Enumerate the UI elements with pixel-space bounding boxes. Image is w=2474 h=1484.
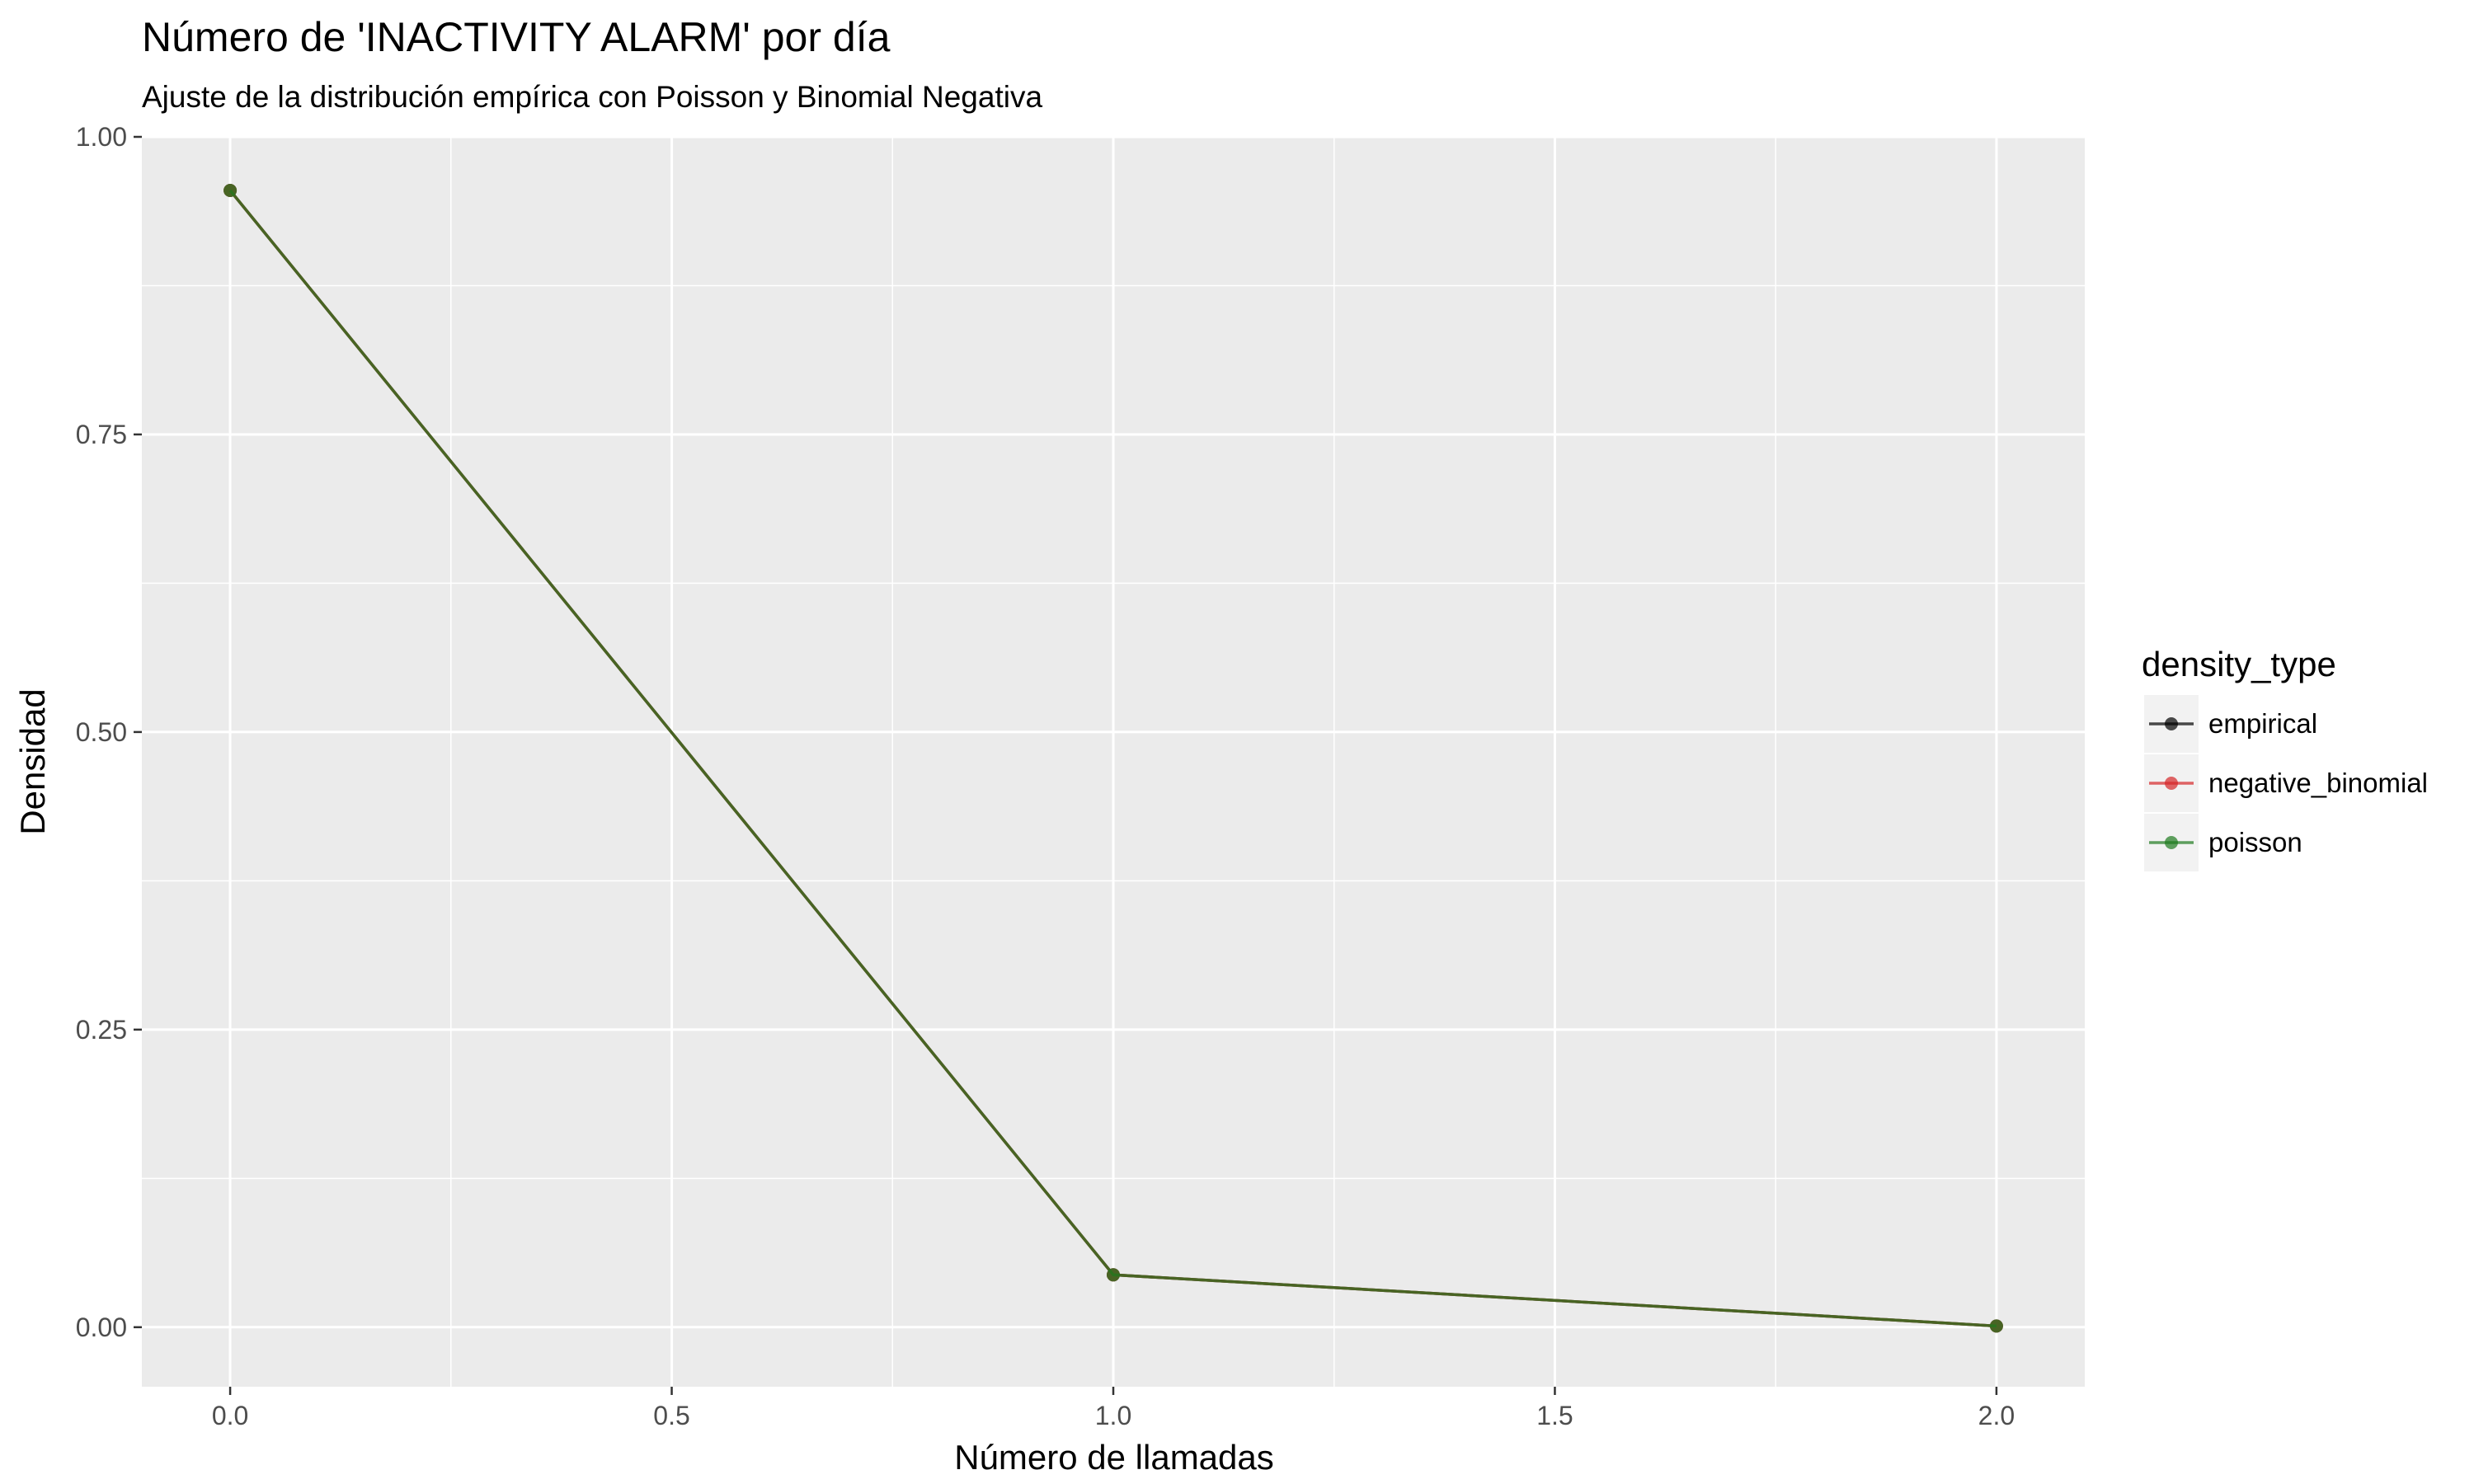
legend-key-point (2165, 717, 2178, 730)
legend-item-empirical: empirical (2144, 695, 2317, 753)
data-point (1107, 1268, 1120, 1282)
y-tick-label: 0.00 (76, 1313, 127, 1342)
chart-subtitle: Ajuste de la distribución empírica con P… (142, 80, 1042, 114)
legend-item-negative-binomial: negative_binomial (2144, 754, 2428, 812)
major-gridlines (142, 135, 2085, 1387)
legend: density_type empirical negative_binomialp… (2142, 645, 2428, 871)
x-axis: 0.0 0.5 1.0 1.5 2.0 (212, 1387, 2015, 1430)
x-axis-title: Número de llamadas (954, 1438, 1274, 1477)
x-tick-label: 2.0 (1978, 1401, 2015, 1430)
x-tick-label: 0.5 (653, 1401, 689, 1430)
y-axis: 0.00 0.25 0.50 0.75 1.00 (76, 122, 142, 1342)
legend-label: negative_binomial (2208, 768, 2428, 798)
chart-title: Número de 'INACTIVITY ALARM' por día (142, 14, 891, 60)
legend-title: density_type (2142, 645, 2336, 683)
y-tick-label: 0.25 (76, 1015, 127, 1045)
x-tick-label: 0.0 (212, 1401, 248, 1430)
legend-item-poisson: poisson (2144, 814, 2302, 871)
y-axis-title: Densidad (13, 688, 52, 834)
series-poisson (223, 183, 2003, 1333)
data-point (223, 183, 238, 197)
x-tick-label: 1.0 (1095, 1401, 1131, 1430)
x-tick-label: 1.5 (1536, 1401, 1573, 1430)
y-tick-label: 1.00 (76, 122, 127, 152)
series-layer (223, 183, 2003, 1333)
y-tick-label: 0.75 (76, 420, 127, 449)
legend-key-point (2165, 836, 2178, 849)
data-point (1989, 1319, 2003, 1333)
legend-label: poisson (2208, 827, 2302, 857)
y-tick-label: 0.50 (76, 717, 127, 747)
legend-label: empirical (2208, 708, 2317, 739)
legend-key-point (2165, 777, 2178, 790)
